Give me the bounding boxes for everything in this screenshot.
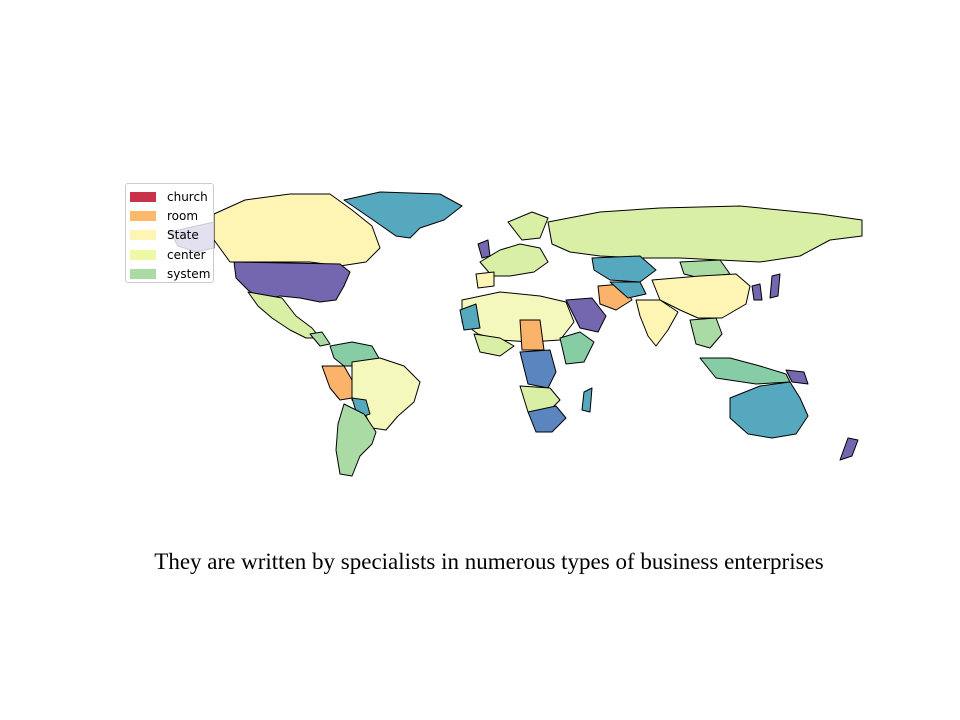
map-legend: church room State center system bbox=[125, 183, 214, 283]
region-new-zealand bbox=[839, 437, 859, 461]
region-central-america bbox=[309, 331, 331, 347]
region-india bbox=[635, 299, 679, 347]
region-japan bbox=[769, 273, 781, 299]
legend-label: State bbox=[167, 228, 199, 243]
region-russia bbox=[547, 205, 863, 263]
map-caption: They are written by specialists in numer… bbox=[154, 549, 824, 574]
legend-item-system: system bbox=[130, 265, 213, 284]
region-west-africa bbox=[473, 333, 515, 357]
region-saudi bbox=[565, 297, 607, 333]
region-south-africa bbox=[527, 405, 567, 433]
region-png bbox=[785, 369, 809, 385]
region-congo bbox=[519, 349, 557, 389]
region-madagascar bbox=[581, 387, 593, 413]
legend-item-center: center bbox=[130, 245, 213, 264]
region-kazakhstan bbox=[591, 255, 657, 283]
region-sudan bbox=[519, 319, 545, 351]
region-canada bbox=[213, 193, 381, 267]
legend-label: church bbox=[167, 189, 208, 204]
legend-item-room: room bbox=[130, 206, 213, 225]
region-peru bbox=[321, 365, 353, 401]
legend-item-church: church bbox=[130, 187, 213, 206]
region-australia bbox=[729, 381, 809, 439]
region-usa bbox=[233, 261, 351, 303]
region-china bbox=[651, 273, 751, 319]
legend-swatch bbox=[130, 191, 156, 202]
legend-item-state: State bbox=[130, 226, 213, 245]
region-morocco bbox=[459, 303, 481, 331]
legend-swatch bbox=[130, 269, 156, 280]
region-iberia bbox=[475, 271, 495, 289]
legend-swatch bbox=[130, 230, 156, 241]
legend-label: center bbox=[167, 247, 206, 262]
region-se-asia bbox=[689, 317, 723, 349]
legend-label: room bbox=[167, 209, 199, 224]
legend-swatch bbox=[130, 211, 156, 222]
region-scandinavia bbox=[507, 211, 549, 241]
region-uk bbox=[477, 239, 491, 259]
region-east-africa bbox=[559, 331, 595, 365]
region-central-asia bbox=[609, 281, 647, 299]
legend-label: system bbox=[167, 267, 211, 282]
region-korea bbox=[751, 283, 763, 301]
region-greenland bbox=[343, 191, 463, 239]
legend-swatch bbox=[130, 249, 156, 260]
region-argentina bbox=[335, 403, 377, 477]
region-western-europe bbox=[479, 243, 549, 277]
region-indonesia bbox=[699, 357, 791, 385]
